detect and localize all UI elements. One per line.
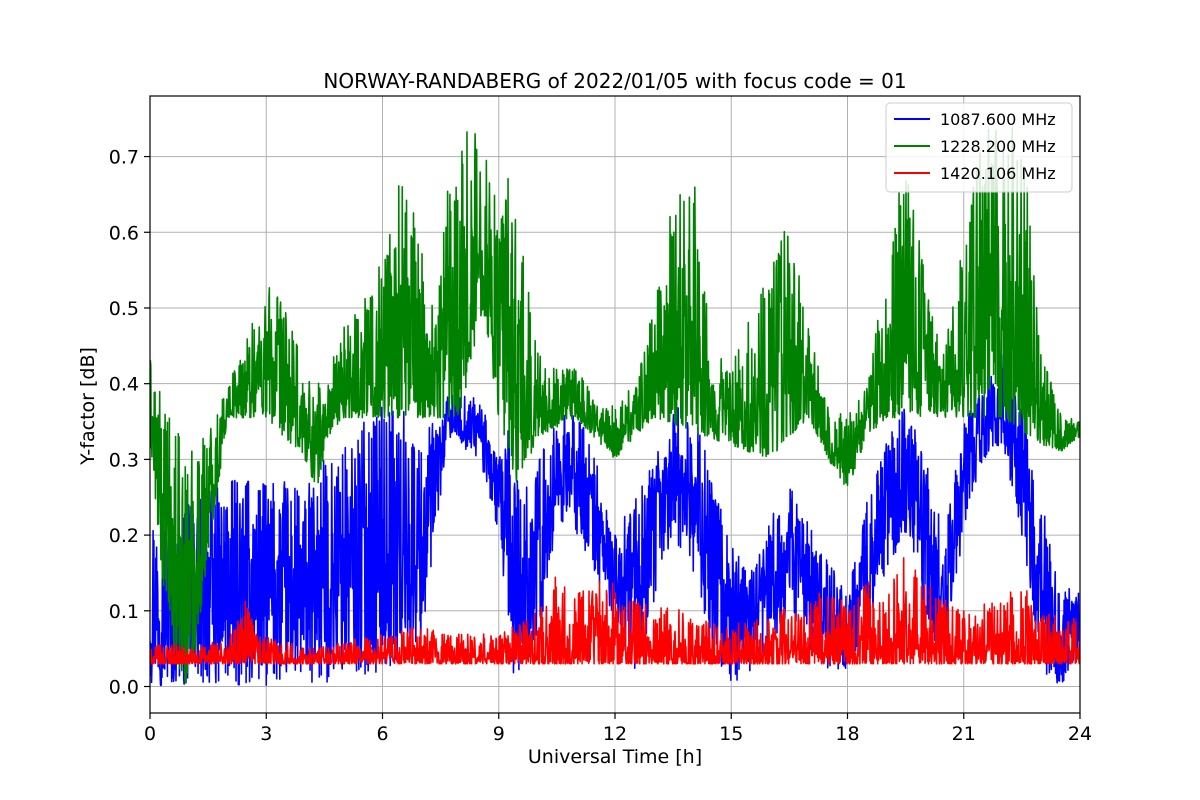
x-tick-label: 0	[144, 723, 156, 745]
x-tick-label: 15	[719, 723, 743, 745]
y-tick-label: 0.2	[109, 525, 139, 547]
series-line-1	[150, 353, 1080, 687]
chart-title: NORWAY-RANDABERG of 2022/01/05 with focu…	[323, 69, 906, 93]
x-tick-label: 6	[376, 723, 388, 745]
legend-label: 1420.106 MHz	[940, 164, 1056, 183]
legend: 1087.600 MHz 1228.200 MHz 1420.106 MHz	[885, 102, 1073, 193]
y-tick-label: 0.7	[109, 147, 139, 169]
x-axis: 0 3 6 9 12 15 18 21 24	[144, 713, 1092, 745]
y-axis: 0.0 0.1 0.2 0.3 0.4 0.5 0.6 0.7	[109, 147, 150, 699]
y-tick-label: 0.0	[109, 677, 139, 699]
y-tick-label: 0.6	[109, 222, 139, 244]
y-tick-label: 0.5	[109, 298, 139, 320]
x-tick-label: 18	[835, 723, 859, 745]
y-axis-title: Y-factor [dB]	[77, 347, 99, 466]
series-line-2	[150, 126, 1080, 684]
y-tick-label: 0.3	[109, 449, 139, 471]
x-tick-label: 12	[603, 723, 627, 745]
x-tick-label: 24	[1068, 723, 1092, 745]
plot-area	[150, 126, 1080, 687]
legend-label: 1087.600 MHz	[940, 110, 1056, 129]
legend-label: 1228.200 MHz	[940, 137, 1056, 156]
x-tick-label: 21	[952, 723, 976, 745]
series-line-3	[150, 557, 1080, 665]
legend-box	[885, 102, 1073, 193]
x-tick-label: 3	[260, 723, 272, 745]
y-tick-label: 0.4	[109, 374, 139, 396]
y-tick-label: 0.1	[109, 601, 139, 623]
x-tick-label: 9	[493, 723, 505, 745]
x-axis-title: Universal Time [h]	[528, 746, 702, 768]
